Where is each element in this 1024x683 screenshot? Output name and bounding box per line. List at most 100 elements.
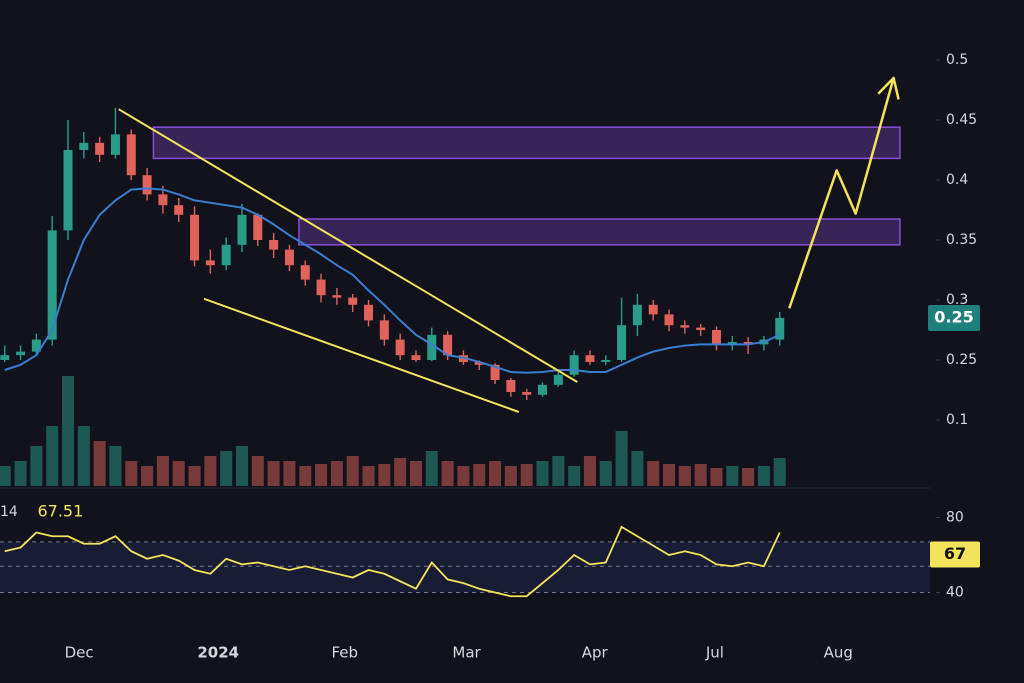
candle-body [474,362,484,365]
candle-body [427,334,437,360]
y-tick-label: 0.3 [946,292,968,308]
rsi-badge: 67 [944,544,966,563]
volume-bar [631,451,644,486]
candle-body [569,355,579,375]
price-badge: 0.25 [934,308,973,327]
candle-body [47,230,57,340]
x-tick-label: 2024 [197,644,239,662]
rsi-badge-bg [930,541,980,568]
candle-body [190,214,200,261]
candle-body [31,339,41,352]
x-tick-label: Apr [582,644,609,662]
volume-bar [299,466,312,486]
volume-bar [77,426,90,486]
candle-body [253,214,263,240]
rsi-tick-label: 80 [946,510,964,526]
volume-bar [504,466,517,486]
candle-body [316,279,326,296]
y-tick-label: 0.4 [946,172,968,188]
volume-bar [315,464,328,486]
volume-bar [141,466,154,486]
rsi-line [4,525,781,598]
candle-body [379,320,389,340]
candle-body [443,334,453,356]
volume-bar [742,468,755,486]
volume-bar [678,466,691,486]
x-tick-label: Aug [824,644,853,662]
candle-body [506,380,516,392]
price-badge-bg [928,305,980,331]
candle-body [269,240,279,250]
candle-body [142,175,152,195]
candle-body [158,194,168,206]
volume-bar [441,461,454,486]
rsi-length: 14 [0,504,18,520]
resistance-zone [298,218,901,246]
trendline [203,297,520,413]
candle-body [16,351,26,356]
volume-bar [204,456,217,486]
volume-bar [394,458,407,486]
candle-body [743,342,753,345]
candle-body [522,392,532,395]
volume-bar [62,376,75,486]
candle-body [711,330,721,345]
candle-body [617,325,627,360]
candle-body [126,134,136,176]
candle-body [727,342,737,345]
candle-body [348,297,358,305]
candle-body [300,265,310,280]
candles [0,108,785,400]
volume-bar [568,466,581,486]
candle-body [411,355,421,360]
volume-bar [663,464,676,486]
candle-body [110,134,120,155]
volume-bar [362,466,375,486]
candle-body [601,360,611,362]
candle-body [664,314,674,326]
y-tick-label: 0.5 [946,52,968,68]
volume-bar [330,461,343,486]
trendline [118,108,578,383]
candle-body [632,304,642,326]
volume-bar [536,461,549,486]
arrow-head [877,76,900,100]
volume-bar [109,446,122,486]
volume-bar [694,464,707,486]
volume-bar [583,456,596,486]
volume-bar [726,466,739,486]
volume-bar [172,461,185,486]
candle-body [775,318,785,340]
y-tick-label: 0.25 [946,352,977,368]
candle-body [648,304,658,315]
x-tick-label: Feb [332,644,359,662]
rsi-tick-label: 40 [946,585,964,601]
volume-bar [125,461,138,486]
volume-bar [520,464,533,486]
rsi-band [0,541,930,593]
resistance-zone [152,126,901,160]
rsi-peak-label: 67.51 [37,502,83,521]
projection-arrow [788,77,895,309]
candle-body [95,142,105,155]
x-tick-label: Dec [65,644,94,662]
volume-bar [220,451,233,486]
candle-body [490,364,500,380]
candle-body [332,295,342,298]
volume-bar [599,461,612,486]
y-tick-label: 0.35 [946,232,977,248]
candle-body [221,244,231,266]
volume-bar [552,456,565,486]
volume-bar [46,426,59,486]
volume-bar [615,431,628,486]
volume-bar [757,466,770,486]
volume-bar [489,461,502,486]
volume-bar [473,464,486,486]
volume-bar [235,446,248,486]
volume-bar [283,461,296,486]
volume-bar [425,451,438,486]
candle-body [284,249,294,266]
candle-body [680,325,690,328]
candle-body [63,150,73,231]
